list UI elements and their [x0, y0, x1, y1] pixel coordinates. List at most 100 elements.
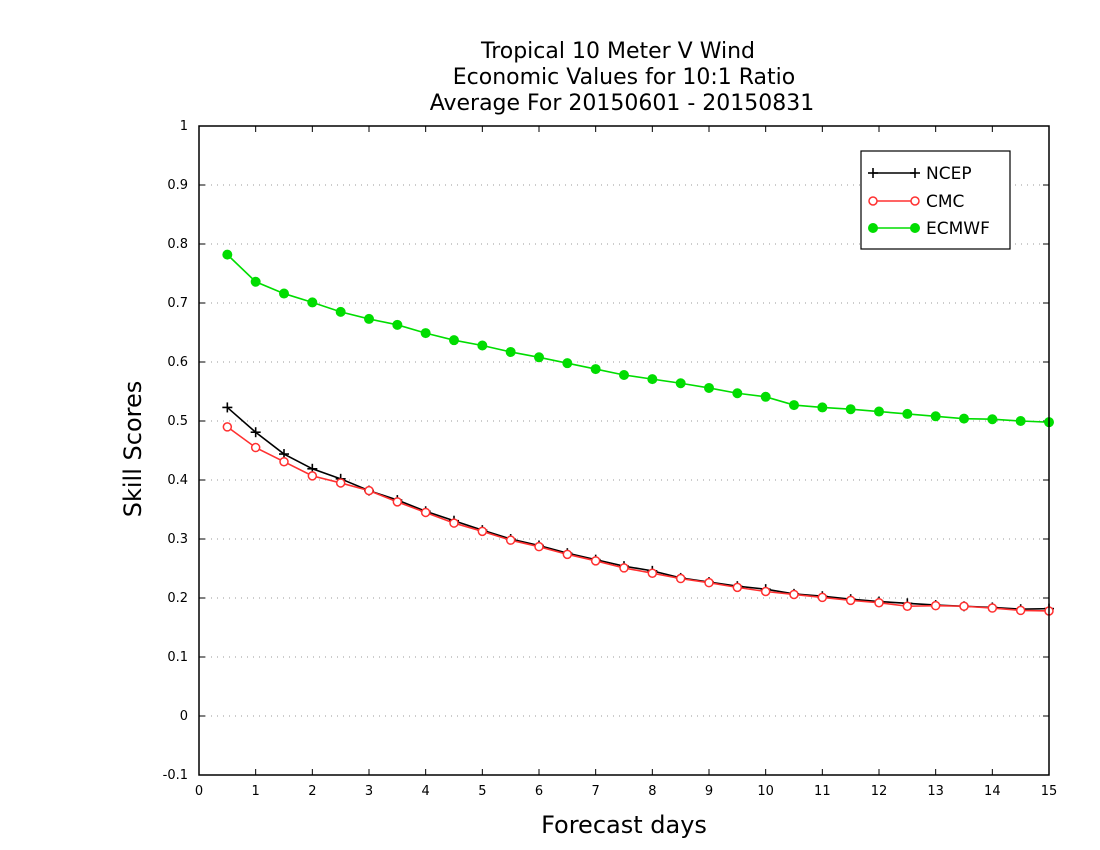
data-point-cmc: [874, 597, 884, 608]
data-point-ecmwf: [279, 288, 289, 299]
data-point-ecmwf: [732, 388, 743, 399]
data-point-ecmwf: [222, 249, 233, 260]
x-tick-label: 3: [365, 784, 373, 799]
data-point-cmc: [732, 582, 743, 593]
data-point-ecmwf: [307, 297, 318, 308]
legend-label-ncep: NCEP: [926, 164, 972, 184]
data-point-ncep: [250, 427, 261, 438]
legend: NCEP CMC ECMWF: [860, 150, 1011, 250]
data-point-ecmwf: [817, 402, 828, 413]
x-tick-label: 12: [871, 784, 888, 799]
data-point-ecmwf: [562, 358, 573, 369]
data-point-cmc: [675, 573, 686, 584]
y-tick-label: 0.8: [167, 237, 188, 252]
data-point-cmc: [250, 442, 261, 453]
data-point-ecmwf: [477, 340, 488, 351]
data-point-cmc: [505, 535, 516, 545]
data-point-ecmwf: [590, 364, 601, 375]
data-point-ecmwf: [619, 369, 629, 380]
series-line-ncep: [226, 406, 1050, 611]
y-tick-label: 0.6: [167, 355, 188, 370]
data-point-cmc: [307, 471, 318, 481]
data-point-cmc: [222, 422, 233, 432]
x-tick-label: 0: [195, 784, 203, 799]
y-tick-label: 0.4: [167, 473, 188, 488]
data-point-ecmwf: [449, 335, 459, 346]
data-point-ecmwf: [760, 391, 771, 402]
x-tick-label: 15: [1041, 784, 1058, 799]
data-point-cmc: [279, 456, 289, 467]
y-tick-label: -0.1: [163, 768, 188, 783]
x-axis-label: Forecast days: [541, 811, 707, 839]
data-point-ecmwf: [874, 406, 884, 417]
legend-marker-ecmwf: [868, 223, 878, 233]
title-line-3: Average For 20150601 - 20150831: [430, 91, 815, 116]
y-tick-label: 0: [180, 709, 188, 724]
data-point-cmc: [392, 497, 403, 507]
data-point-cmc: [760, 586, 771, 597]
legend-label-ecmwf: ECMWF: [926, 219, 990, 239]
title-line-2: Economic Values for 10:1 Ratio: [453, 65, 795, 90]
plot-frame: [198, 125, 1050, 776]
data-point-ecmwf: [902, 408, 913, 419]
series-line-cmc: [226, 426, 1050, 612]
chart-title: Tropical 10 Meter V Wind Economic Values…: [430, 39, 815, 116]
y-tick-label: 0.9: [167, 178, 188, 193]
data-point-ecmwf: [364, 313, 374, 324]
legend-marker-cmc: [868, 196, 878, 206]
legend-label-cmc: CMC: [926, 192, 964, 212]
y-tick-label: 0.3: [167, 532, 188, 547]
x-tick-label: 5: [478, 784, 486, 799]
data-point-cmc: [704, 577, 714, 588]
data-point-ecmwf: [845, 404, 856, 415]
legend-marker-ecmwf: [910, 223, 920, 233]
axis-ticks: -0.100.10.20.30.40.50.60.70.80.910 1 2 3 4 5 6…: [163, 119, 1058, 799]
data-point-ecmwf: [647, 374, 658, 385]
data-point-cmc: [959, 601, 969, 612]
y-tick-label: 0.5: [167, 414, 188, 429]
data-point-ecmwf: [420, 328, 431, 339]
data-point-cmc: [364, 485, 374, 496]
data-point-cmc: [590, 556, 601, 566]
data-point-ecmwf: [789, 400, 799, 411]
data-point-cmc: [647, 568, 658, 578]
data-point-ncep: [222, 402, 233, 413]
data-point-cmc: [449, 518, 459, 528]
data-point-cmc: [477, 526, 488, 537]
data-point-ecmwf: [1015, 416, 1026, 426]
data-point-cmc: [930, 600, 941, 611]
data-point-ecmwf: [250, 276, 261, 287]
data-point-cmc: [987, 603, 998, 613]
data-point-ecmwf: [930, 411, 941, 422]
legend-marker-cmc: [910, 196, 920, 206]
y-tick-label: 0.7: [167, 296, 188, 311]
x-tick-label: 11: [814, 784, 831, 799]
legend-marker-ncep: [910, 168, 920, 178]
title-line-1: Tropical 10 Meter V Wind: [480, 39, 755, 64]
series-group: [222, 249, 1054, 616]
data-point-ecmwf: [534, 352, 544, 363]
data-point-cmc: [902, 601, 913, 612]
legend-box: [860, 150, 1011, 250]
data-point-cmc: [420, 507, 431, 518]
data-point-cmc: [1015, 605, 1026, 616]
grid-lines: [199, 184, 1049, 717]
x-tick-label: 9: [705, 784, 713, 799]
data-point-cmc: [817, 592, 828, 603]
x-tick-label: 6: [535, 784, 543, 799]
x-tick-label: 2: [308, 784, 316, 799]
y-tick-label: 1: [180, 119, 188, 134]
data-point-cmc: [534, 541, 544, 552]
y-tick-label: 0.2: [167, 591, 188, 606]
x-tick-label: 14: [984, 784, 1001, 799]
x-tick-label: 1: [252, 784, 260, 799]
y-tick-label: 0.1: [167, 650, 188, 665]
data-point-cmc: [845, 595, 856, 606]
data-point-ecmwf: [704, 382, 714, 393]
data-point-ecmwf: [675, 378, 686, 389]
legend-marker-ncep: [868, 168, 878, 178]
data-point-cmc: [562, 549, 573, 560]
data-point-ecmwf: [505, 346, 516, 357]
data-point-ecmwf: [392, 319, 403, 330]
